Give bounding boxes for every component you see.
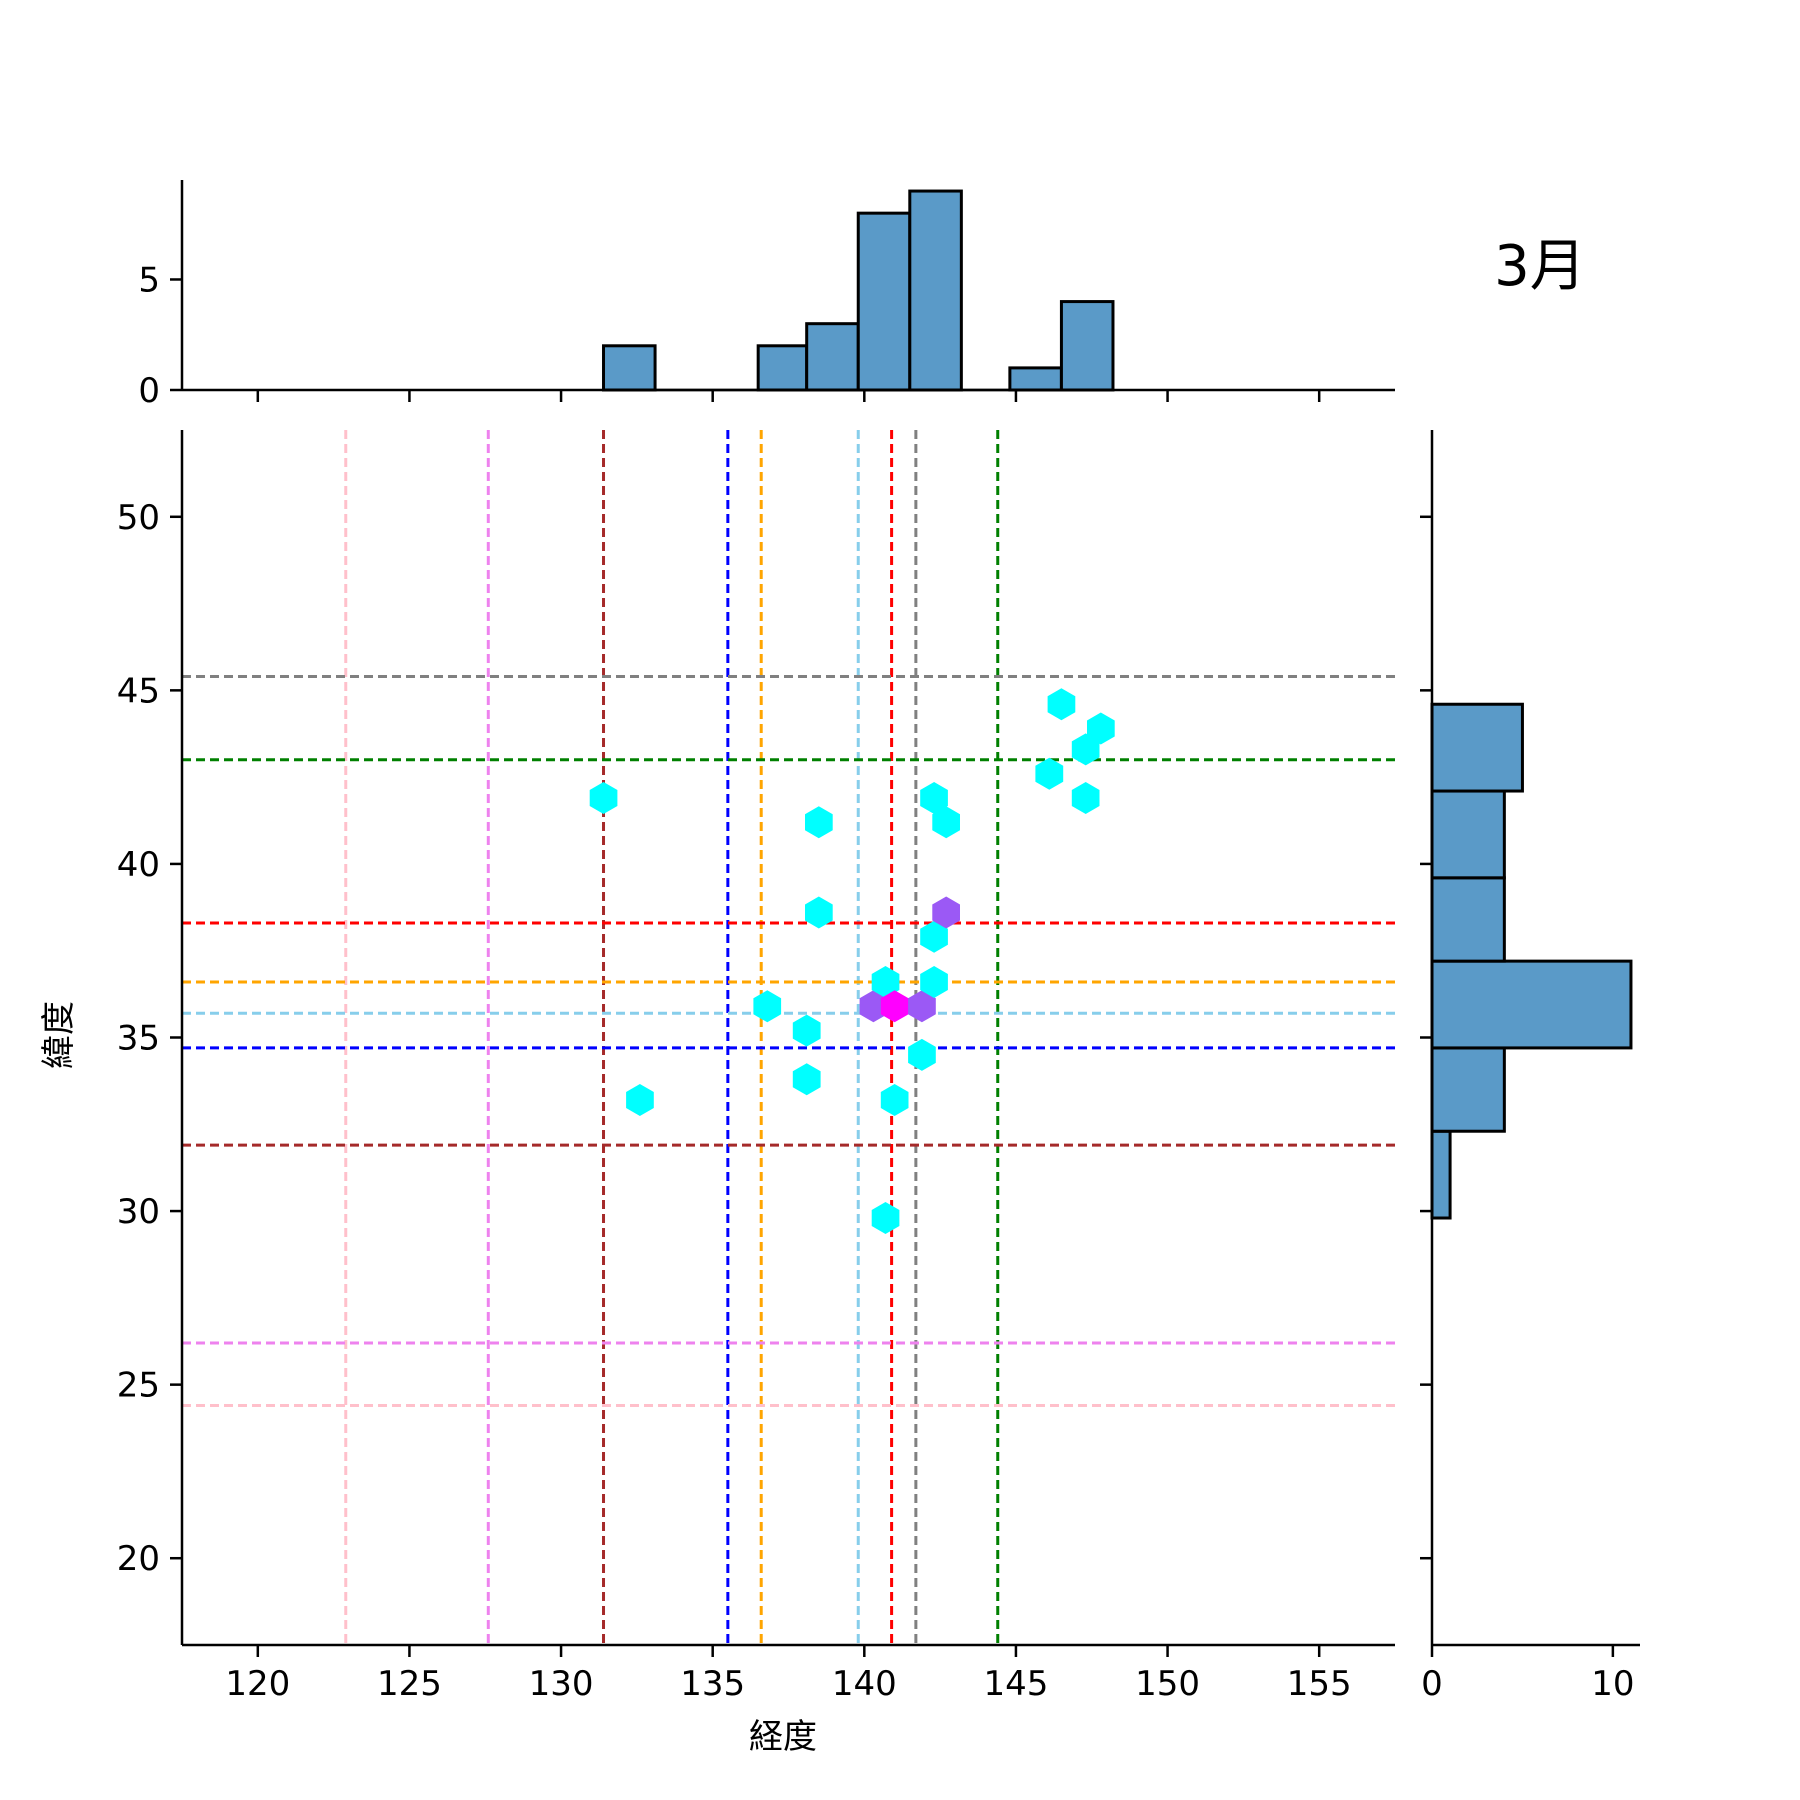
hexbin-cell: [1047, 688, 1076, 721]
x-tick-label: 155: [1287, 1664, 1352, 1704]
x-tick-label: 150: [1135, 1664, 1200, 1704]
right-hist-x-tick-label: 0: [1421, 1664, 1443, 1704]
right-hist-bar: [1430, 702, 1524, 793]
main-axes: [180, 430, 1395, 1647]
hexbin-cell: [880, 1084, 909, 1116]
hexbin-cell: [920, 966, 948, 998]
y-tick-label: 35: [117, 1019, 160, 1059]
hexbin-cell: [932, 806, 960, 839]
y-tick-label: 20: [117, 1539, 160, 1579]
reference-vertical-lines: [344, 430, 1000, 1645]
x-tick-label: 145: [983, 1664, 1048, 1704]
reference-horizontal-lines: [182, 674, 1395, 1407]
hexbin-cells: [589, 688, 1115, 1234]
hexbin-cell: [859, 990, 888, 1023]
top-hist-y-tick-label: 0: [138, 371, 160, 411]
right-hist-bar: [1430, 789, 1506, 880]
y-tick-label: 30: [117, 1192, 160, 1232]
top-hist-bar: [856, 211, 912, 392]
hexbin-cell: [871, 966, 900, 998]
top-hist-bar: [1008, 366, 1063, 392]
hexbin-cell: [792, 1014, 821, 1047]
x-tick-label: 135: [680, 1664, 745, 1704]
x-axis-label: 経度: [749, 1717, 817, 1757]
hexbin-cell: [792, 1063, 821, 1096]
hexbin-cell: [805, 806, 833, 839]
main-x-ticks: 120 125 130 135 140 145 150 155: [225, 1645, 1352, 1704]
x-tick-label: 120: [225, 1664, 290, 1704]
top-hist-bar: [805, 322, 860, 392]
top-hist-bar: [908, 189, 963, 392]
hexbin-cell: [805, 896, 833, 929]
x-tick-label: 130: [529, 1664, 594, 1704]
hexbin-cell: [908, 1038, 936, 1071]
y-tick-label: 50: [117, 498, 160, 538]
hexbin-cell: [920, 920, 948, 953]
hexbin-cell: [1071, 733, 1100, 766]
hexbin-cell: [1087, 712, 1115, 745]
top-hist-bar: [756, 344, 809, 392]
hexbin-cell: [920, 782, 948, 814]
y-axis-label: 緯度: [39, 1001, 79, 1069]
hexbin-cell: [880, 990, 909, 1023]
top-hist-bar: [602, 344, 657, 392]
main-plot: 120 125 130 135 140 145 150 155 20 25 30 35 40 45 50: [117, 430, 1395, 1704]
top-hist-bar: [1059, 300, 1115, 392]
hexbin-cell: [753, 990, 782, 1023]
hexbin-cell: [932, 896, 960, 929]
right-hist-bar: [1430, 1046, 1506, 1133]
hexbin-cell: [589, 782, 618, 814]
chart-title: 3月: [1494, 234, 1586, 299]
right-histogram: 0 10: [1420, 430, 1640, 1704]
main-y-ticks: 20 25 30 35 40 45 50: [117, 498, 182, 1579]
right-hist-bar: [1430, 959, 1633, 1050]
hexbin-cell: [1035, 757, 1064, 790]
x-tick-label: 125: [377, 1664, 442, 1704]
x-tick-label: 140: [832, 1664, 897, 1704]
hexbin-cell: [1071, 782, 1100, 814]
y-tick-label: 40: [117, 845, 160, 885]
right-hist-x-tick-label: 10: [1591, 1664, 1634, 1704]
y-tick-label: 45: [117, 671, 160, 711]
y-tick-label: 25: [117, 1366, 160, 1406]
top-histogram: 05: [138, 180, 1395, 411]
hexbin-cell: [908, 990, 936, 1023]
hexbin-cell: [626, 1084, 654, 1116]
top-hist-y-tick-label: 5: [138, 260, 160, 300]
right-hist-bar: [1430, 876, 1506, 963]
right-hist-bar: [1430, 1129, 1452, 1220]
hexbin-cell: [871, 1202, 900, 1234]
